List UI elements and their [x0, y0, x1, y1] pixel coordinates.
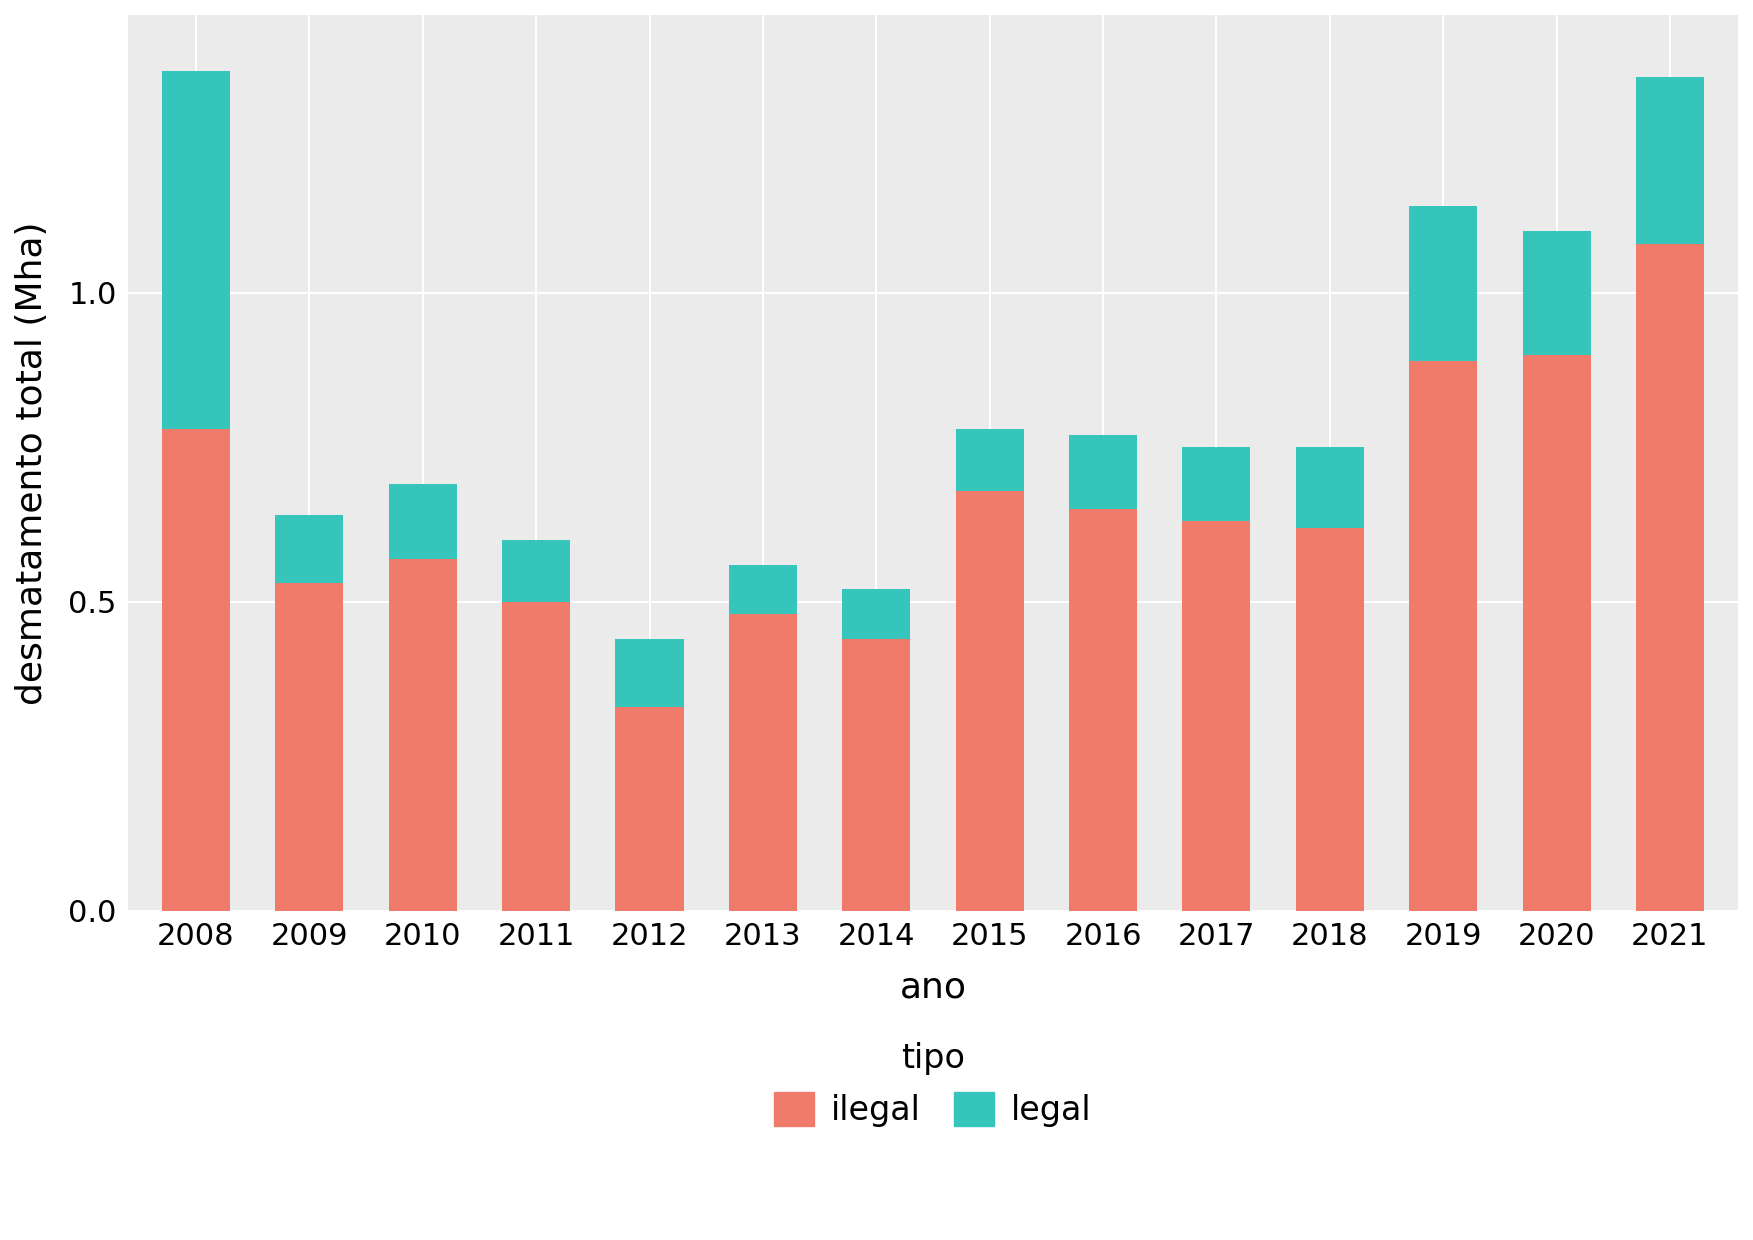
Bar: [1183, 522, 1250, 910]
Bar: [955, 429, 1024, 491]
Bar: [729, 564, 798, 614]
Bar: [389, 558, 458, 910]
Bar: [841, 639, 910, 910]
X-axis label: ano: ano: [899, 970, 966, 1004]
Bar: [955, 491, 1024, 910]
Bar: [729, 614, 798, 910]
Bar: [275, 516, 344, 583]
Bar: [1069, 510, 1138, 910]
Bar: [1183, 448, 1250, 522]
Bar: [615, 707, 684, 910]
Bar: [1523, 231, 1590, 355]
Y-axis label: desmatamento total (Mha): desmatamento total (Mha): [16, 221, 49, 704]
Bar: [389, 485, 458, 558]
Bar: [1409, 207, 1478, 361]
Bar: [161, 71, 230, 429]
Bar: [1295, 528, 1364, 910]
Bar: [615, 639, 684, 707]
Bar: [1523, 355, 1590, 910]
Bar: [1295, 448, 1364, 528]
Bar: [1636, 243, 1704, 910]
Bar: [841, 589, 910, 639]
Bar: [161, 429, 230, 910]
Bar: [1069, 435, 1138, 510]
Bar: [275, 583, 344, 910]
Legend: ilegal, legal: ilegal, legal: [757, 1025, 1108, 1145]
Bar: [1409, 361, 1478, 910]
Bar: [1636, 77, 1704, 243]
Bar: [501, 539, 570, 601]
Bar: [501, 601, 570, 910]
